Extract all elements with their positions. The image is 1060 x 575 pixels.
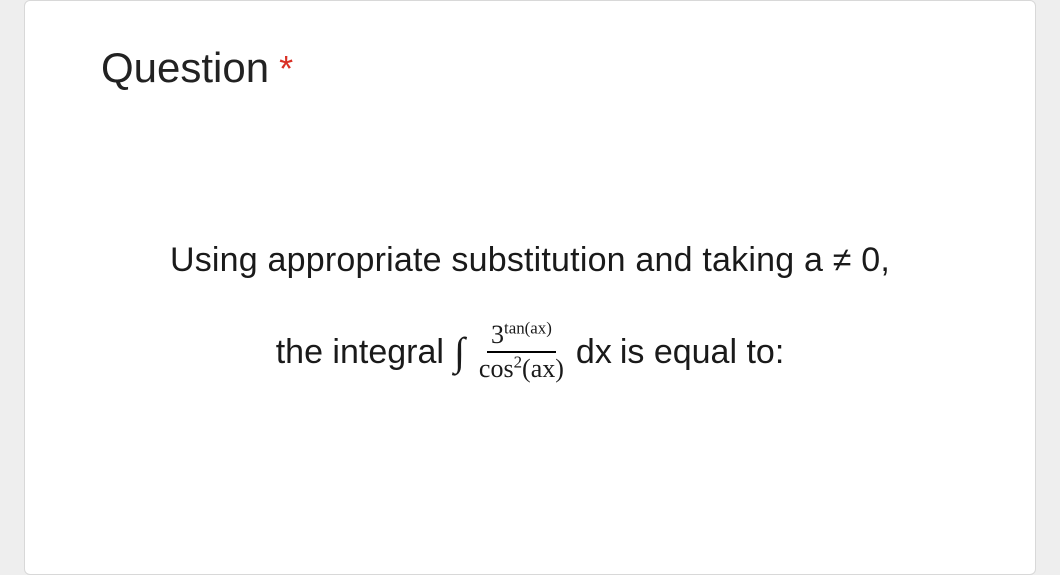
dx: dx — [576, 333, 612, 372]
den-arg: (ax) — [522, 354, 564, 383]
den-exp: 2 — [514, 353, 522, 372]
line2-post: is equal to: — [620, 333, 784, 372]
line1-pre: Using appropriate substitution and takin… — [170, 241, 833, 279]
required-star-icon: * — [279, 45, 293, 87]
question-line-1: Using appropriate substitution and takin… — [101, 241, 959, 280]
question-title-row: Question * — [101, 45, 959, 91]
question-card: Question * Using appropriate substitutio… — [24, 0, 1036, 575]
question-line-2: the integral ∫ 3tan(ax) cos2(ax) dx is e… — [101, 322, 959, 382]
question-title: Question — [101, 45, 269, 91]
fraction: 3tan(ax) cos2(ax) — [475, 322, 568, 382]
line1-zero: 0, — [852, 241, 890, 279]
fraction-denominator: cos2(ax) — [475, 353, 568, 382]
neq-symbol: ≠ — [833, 241, 852, 279]
fraction-numerator: 3tan(ax) — [487, 322, 556, 353]
den-fn: cos — [479, 354, 514, 383]
num-base: 3 — [491, 320, 504, 349]
line2-pre: the integral — [276, 333, 444, 372]
num-exponent: tan(ax) — [504, 319, 552, 338]
question-body: Using appropriate substitution and takin… — [101, 241, 959, 382]
integral-icon: ∫ — [452, 332, 467, 372]
